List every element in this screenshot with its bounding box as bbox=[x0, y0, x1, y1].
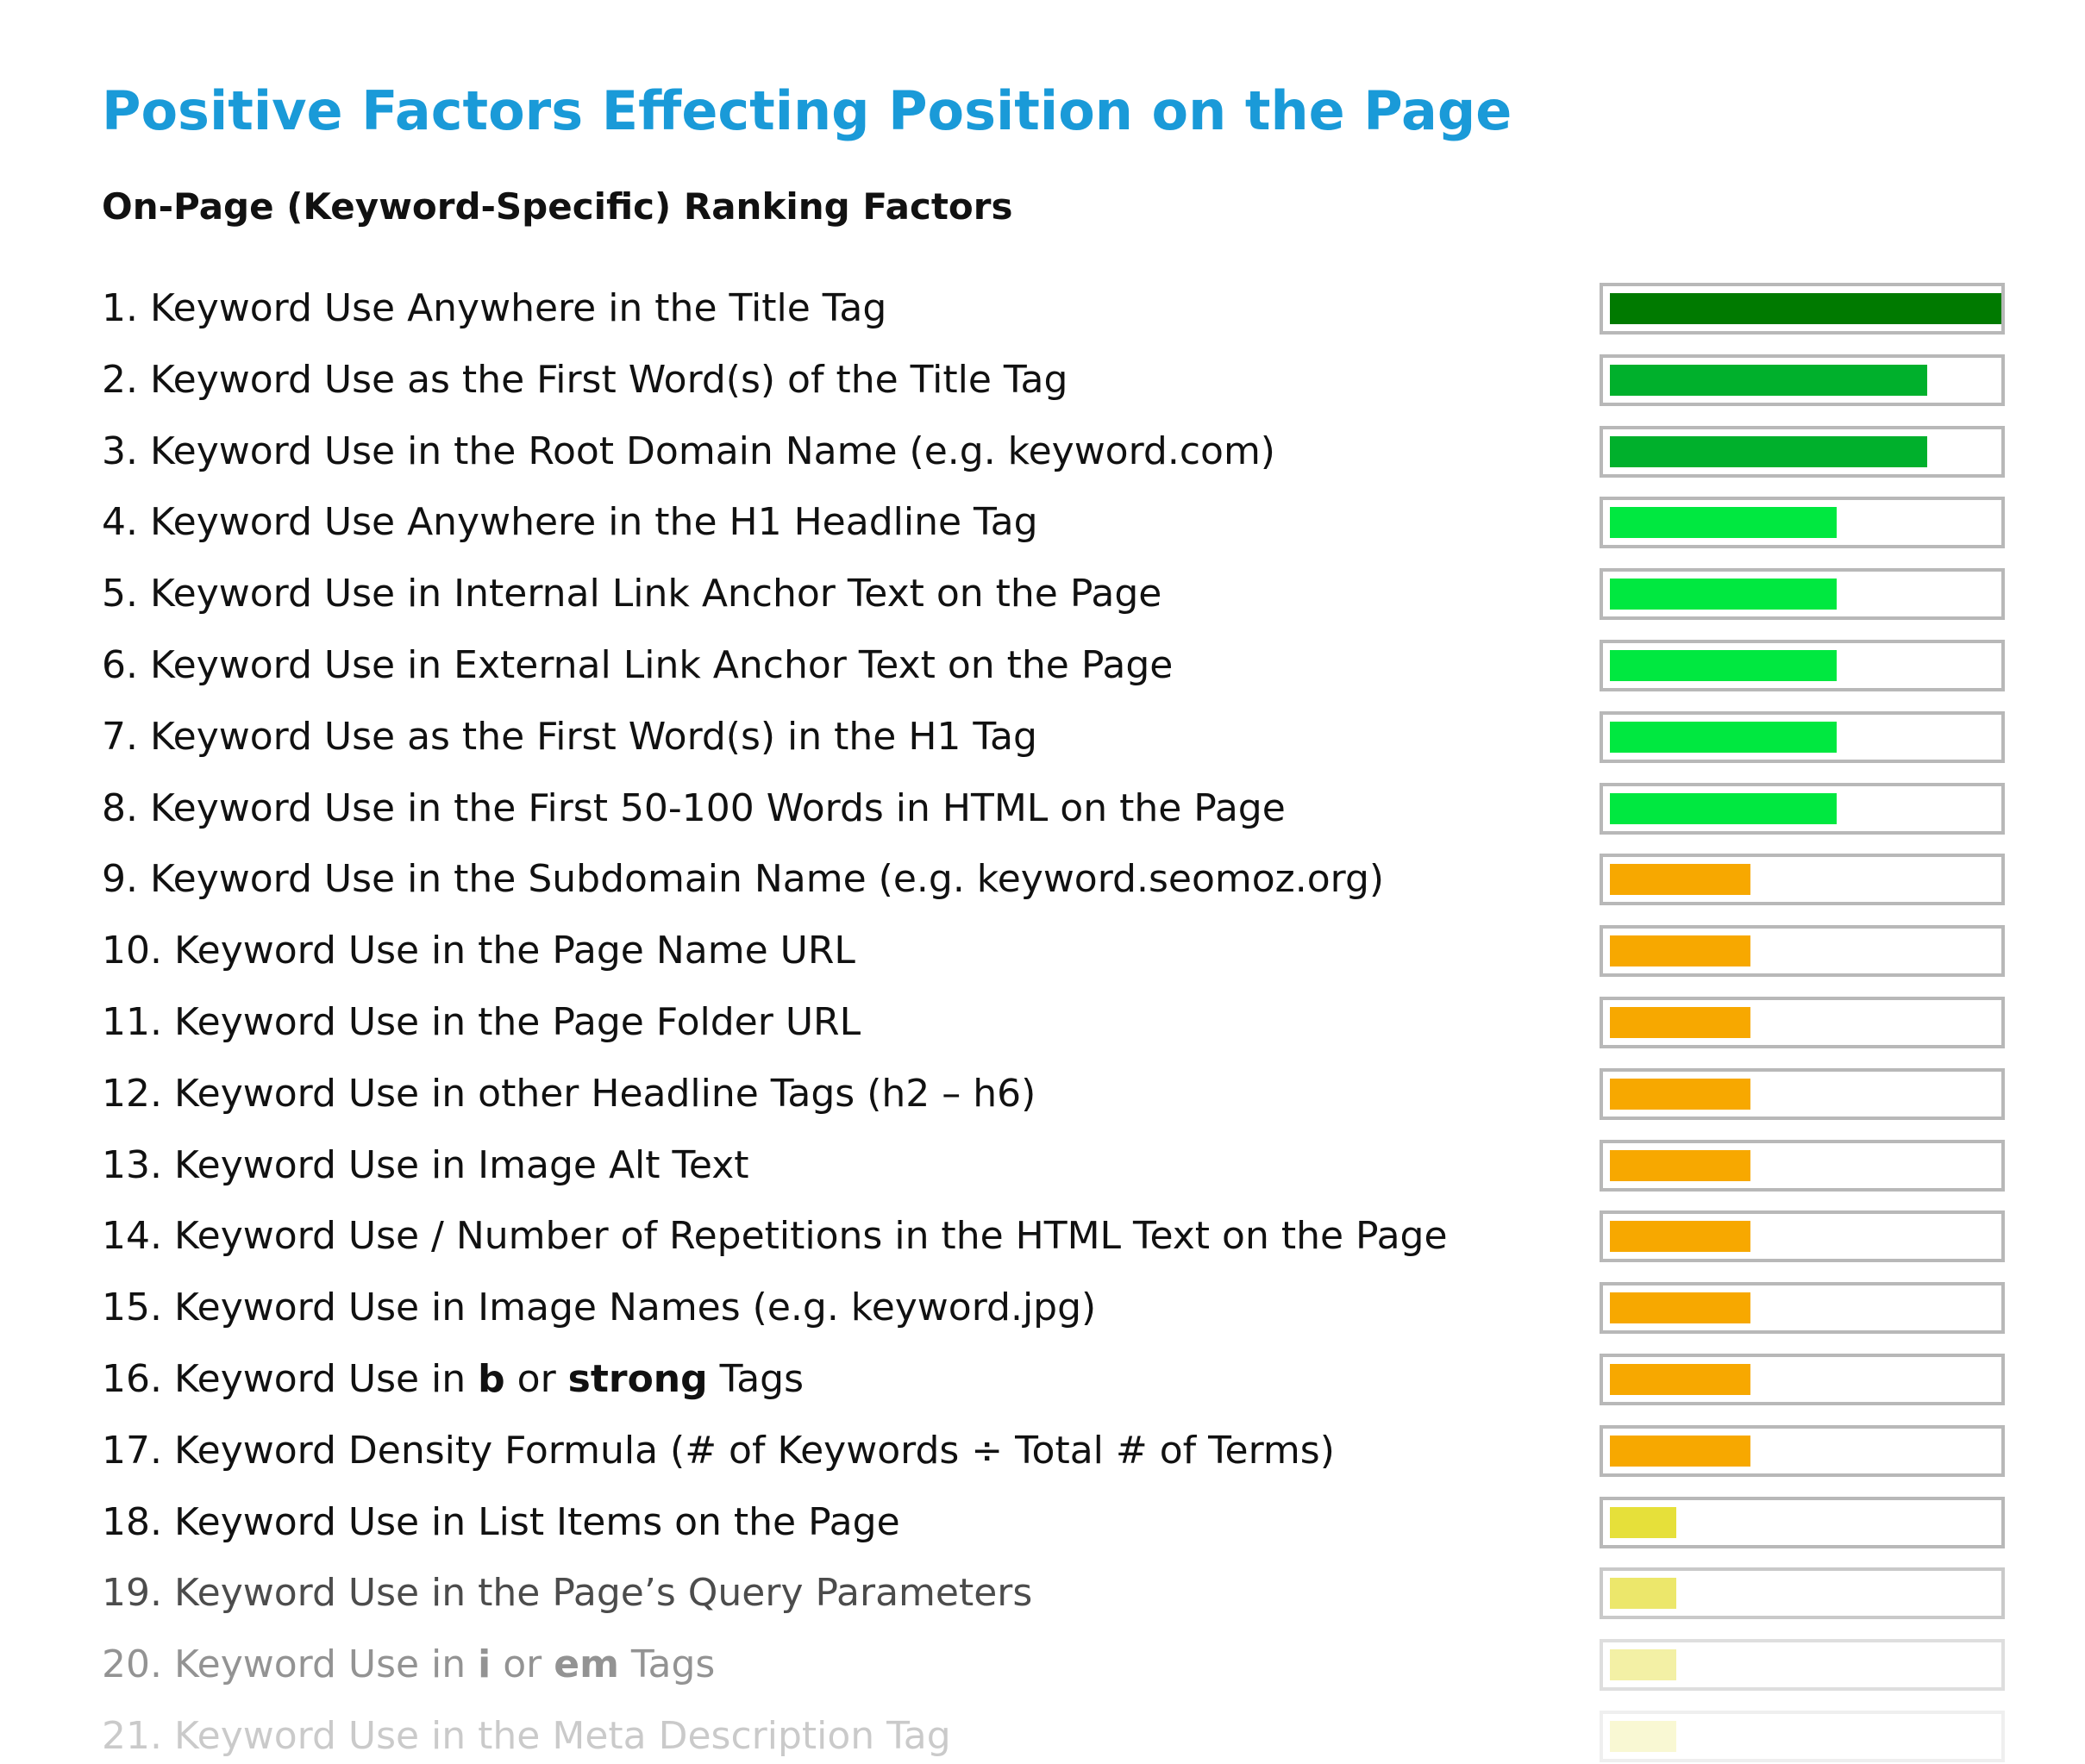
page-title: Positive Factors Effecting Position on t… bbox=[102, 79, 1512, 142]
factor-label-part: 5. Keyword Use in Internal Link Anchor T… bbox=[102, 572, 1162, 616]
factor-label: 5. Keyword Use in Internal Link Anchor T… bbox=[102, 570, 1161, 618]
bar-fill bbox=[1610, 293, 2001, 324]
factor-label-part: 16. Keyword Use in bbox=[102, 1357, 479, 1401]
bar-fill bbox=[1610, 935, 1750, 967]
factor-label: 21. Keyword Use in the Meta Description … bbox=[102, 1712, 951, 1761]
bar-frame bbox=[1600, 710, 2005, 763]
bar-fill bbox=[1610, 721, 1837, 753]
bar-frame bbox=[1600, 1711, 2005, 1762]
bar-frame bbox=[1600, 353, 2005, 406]
factor-label-part: 3. Keyword Use in the Root Domain Name (… bbox=[102, 428, 1275, 473]
bar-fill bbox=[1610, 435, 1927, 467]
factor-label-part: 12. Keyword Use in other Headline Tags (… bbox=[102, 1071, 1036, 1116]
factor-label: 3. Keyword Use in the Root Domain Name (… bbox=[102, 428, 1275, 476]
bar-frame bbox=[1600, 425, 2005, 478]
factor-label: 10. Keyword Use in the Page Name URL bbox=[102, 927, 855, 975]
factor-label-part: 19. Keyword Use in the Page’s Query Para… bbox=[102, 1571, 1033, 1616]
factor-label-part: 2. Keyword Use as the First Word(s) of t… bbox=[102, 357, 1068, 402]
bar-frame bbox=[1600, 1067, 2005, 1120]
bar-fill bbox=[1610, 507, 1837, 539]
bar-frame bbox=[1600, 1567, 2005, 1620]
factor-label-part: 9. Keyword Use in the Subdomain Name (e.… bbox=[102, 857, 1385, 902]
bar-fill bbox=[1610, 1078, 1750, 1110]
factor-label-bold-part: em bbox=[554, 1642, 619, 1687]
factor-label: 7. Keyword Use as the First Word(s) in t… bbox=[102, 713, 1037, 761]
factor-label-part: Tags bbox=[707, 1357, 805, 1401]
bar-frame bbox=[1600, 1282, 2005, 1335]
bar-fill bbox=[1610, 792, 1837, 824]
bar-fill bbox=[1610, 1292, 1750, 1324]
factor-label-part: 21. Keyword Use in the Meta Description … bbox=[102, 1714, 951, 1758]
factor-label: 20. Keyword Use in i or em Tags bbox=[102, 1641, 715, 1689]
bar-fill bbox=[1610, 1149, 1750, 1181]
bar-frame bbox=[1600, 568, 2005, 621]
factor-label-part: 8. Keyword Use in the First 50-100 Words… bbox=[102, 785, 1286, 830]
bar-frame bbox=[1600, 854, 2005, 906]
bar-frame bbox=[1600, 1210, 2005, 1263]
factor-label: 19. Keyword Use in the Page’s Query Para… bbox=[102, 1569, 1032, 1617]
factor-label-part: 7. Keyword Use as the First Word(s) in t… bbox=[102, 714, 1037, 759]
bar-frame bbox=[1600, 640, 2005, 691]
factor-label-part: 1. Keyword Use Anywhere in the Title Tag bbox=[102, 286, 887, 330]
factor-label: 2. Keyword Use as the First Word(s) of t… bbox=[102, 356, 1068, 404]
bar-frame bbox=[1600, 1354, 2005, 1405]
bar-fill bbox=[1610, 1649, 1676, 1681]
bar-frame bbox=[1600, 1424, 2005, 1477]
bar-fill bbox=[1610, 1721, 1676, 1752]
bar-frame bbox=[1600, 925, 2005, 978]
factor-label-part: Tags bbox=[618, 1642, 716, 1687]
factor-label: 17. Keyword Density Formula (# of Keywor… bbox=[102, 1427, 1335, 1475]
factor-label: 12. Keyword Use in other Headline Tags (… bbox=[102, 1070, 1036, 1118]
factor-label-part: or bbox=[491, 1642, 554, 1687]
factor-label-part: 18. Keyword Use in List Items on the Pag… bbox=[102, 1499, 900, 1544]
factor-label-part: 10. Keyword Use in the Page Name URL bbox=[102, 929, 855, 973]
bar-fill bbox=[1610, 579, 1837, 610]
factor-label-part: 15. Keyword Use in Image Names (e.g. key… bbox=[102, 1285, 1097, 1330]
bar-fill bbox=[1610, 1364, 1750, 1395]
bar-fill bbox=[1610, 1578, 1676, 1610]
bar-frame bbox=[1600, 1639, 2005, 1692]
factor-label: 8. Keyword Use in the First 50-100 Words… bbox=[102, 785, 1286, 833]
bar-fill bbox=[1610, 1007, 1750, 1038]
factor-label-bold-part: strong bbox=[567, 1357, 708, 1401]
bar-fill bbox=[1610, 650, 1837, 681]
factor-label-part: or bbox=[504, 1357, 568, 1401]
factor-label-part: 17. Keyword Density Formula (# of Keywor… bbox=[102, 1428, 1335, 1473]
factor-label-bold-part: b bbox=[478, 1357, 505, 1401]
bar-fill bbox=[1610, 364, 1927, 396]
bar-fill bbox=[1610, 1435, 1750, 1467]
bar-fill bbox=[1610, 1221, 1750, 1253]
factor-label: 16. Keyword Use in b or strong Tags bbox=[102, 1355, 804, 1404]
factor-label: 9. Keyword Use in the Subdomain Name (e.… bbox=[102, 855, 1384, 904]
bar-frame bbox=[1600, 997, 2005, 1048]
page-subtitle: On-Page (Keyword-Specific) Ranking Facto… bbox=[102, 185, 1013, 228]
factor-label: 1. Keyword Use Anywhere in the Title Tag bbox=[102, 285, 886, 333]
factor-label-part: 14. Keyword Use / Number of Repetitions … bbox=[102, 1214, 1448, 1259]
factor-label: 18. Keyword Use in List Items on the Pag… bbox=[102, 1498, 900, 1547]
bar-fill bbox=[1610, 1506, 1676, 1538]
bar-frame bbox=[1600, 283, 2005, 335]
factor-label-part: 13. Keyword Use in Image Alt Text bbox=[102, 1142, 749, 1187]
factor-label-part: 6. Keyword Use in External Link Anchor T… bbox=[102, 643, 1174, 687]
factor-label: 13. Keyword Use in Image Alt Text bbox=[102, 1142, 749, 1190]
factor-label: 14. Keyword Use / Number of Repetitions … bbox=[102, 1212, 1448, 1260]
bar-frame bbox=[1600, 782, 2005, 835]
bar-frame bbox=[1600, 1139, 2005, 1192]
factor-label: 11. Keyword Use in the Page Folder URL bbox=[102, 998, 861, 1047]
bar-frame bbox=[1600, 1496, 2005, 1548]
factor-label: 6. Keyword Use in External Link Anchor T… bbox=[102, 641, 1173, 690]
factor-label-bold-part: i bbox=[478, 1642, 492, 1687]
factor-label-part: 11. Keyword Use in the Page Folder URL bbox=[102, 1000, 861, 1044]
bar-frame bbox=[1600, 497, 2005, 549]
factor-label: 15. Keyword Use in Image Names (e.g. key… bbox=[102, 1284, 1096, 1332]
factor-label-part: 4. Keyword Use Anywhere in the H1 Headli… bbox=[102, 500, 1038, 545]
bar-fill bbox=[1610, 864, 1750, 896]
factor-label: 4. Keyword Use Anywhere in the H1 Headli… bbox=[102, 498, 1038, 547]
factor-label-part: 20. Keyword Use in bbox=[102, 1642, 479, 1687]
